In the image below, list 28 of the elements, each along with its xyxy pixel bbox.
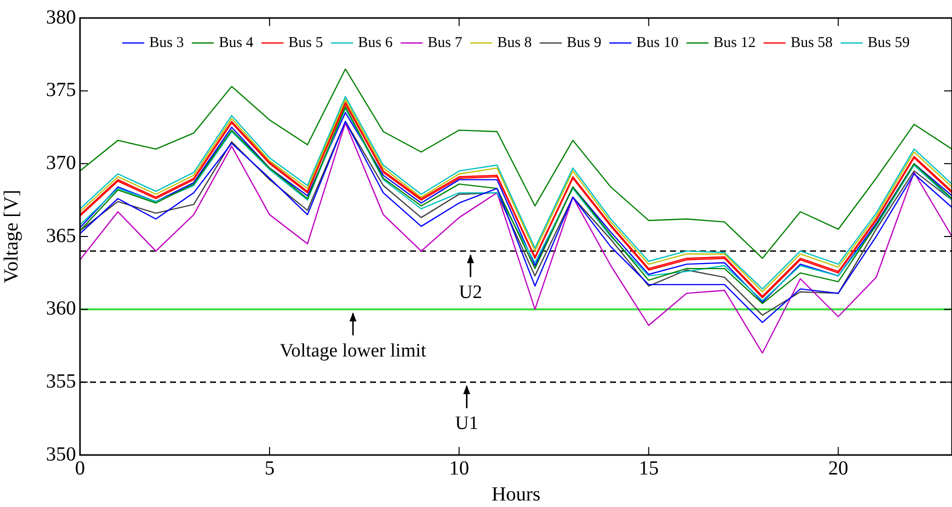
legend-label: Bus 9: [566, 34, 602, 51]
legend-label: Bus 4: [218, 34, 254, 51]
x-tick-label: 5: [264, 457, 275, 480]
y-tick-label: 375: [46, 79, 76, 102]
legend-label: Bus 8: [497, 34, 532, 51]
annotation: U1: [455, 413, 478, 434]
y-tick-label: 365: [46, 224, 76, 247]
annotation: U2: [458, 282, 482, 304]
x-tick-label: 10: [449, 457, 470, 480]
x-tick-label: 20: [828, 457, 848, 480]
legend-label: Bus 7: [428, 34, 463, 51]
y-tick-label: 355: [46, 370, 76, 392]
legend-label: Bus 58: [790, 34, 833, 51]
y-tick-label: 380: [46, 6, 76, 28]
legend-label: Bus 5: [288, 34, 324, 51]
x-tick-label: 0: [75, 457, 85, 480]
x-tick-label: 15: [638, 457, 659, 480]
legend-label: Bus 10: [636, 34, 678, 51]
legend-label: Bus 6: [358, 34, 394, 51]
annotation: Voltage lower limit: [280, 340, 427, 362]
legend-label: Bus 12: [713, 34, 756, 51]
y-tick-label: 350: [46, 443, 76, 466]
legend-label: Bus 59: [868, 34, 910, 51]
legend-label: Bus 3: [149, 34, 184, 51]
y-tick-label: 360: [46, 298, 76, 320]
x-axis-title: Hours: [492, 483, 541, 506]
y-axis-title: Voltage [V]: [0, 190, 22, 284]
y-tick-label: 370: [46, 152, 76, 174]
